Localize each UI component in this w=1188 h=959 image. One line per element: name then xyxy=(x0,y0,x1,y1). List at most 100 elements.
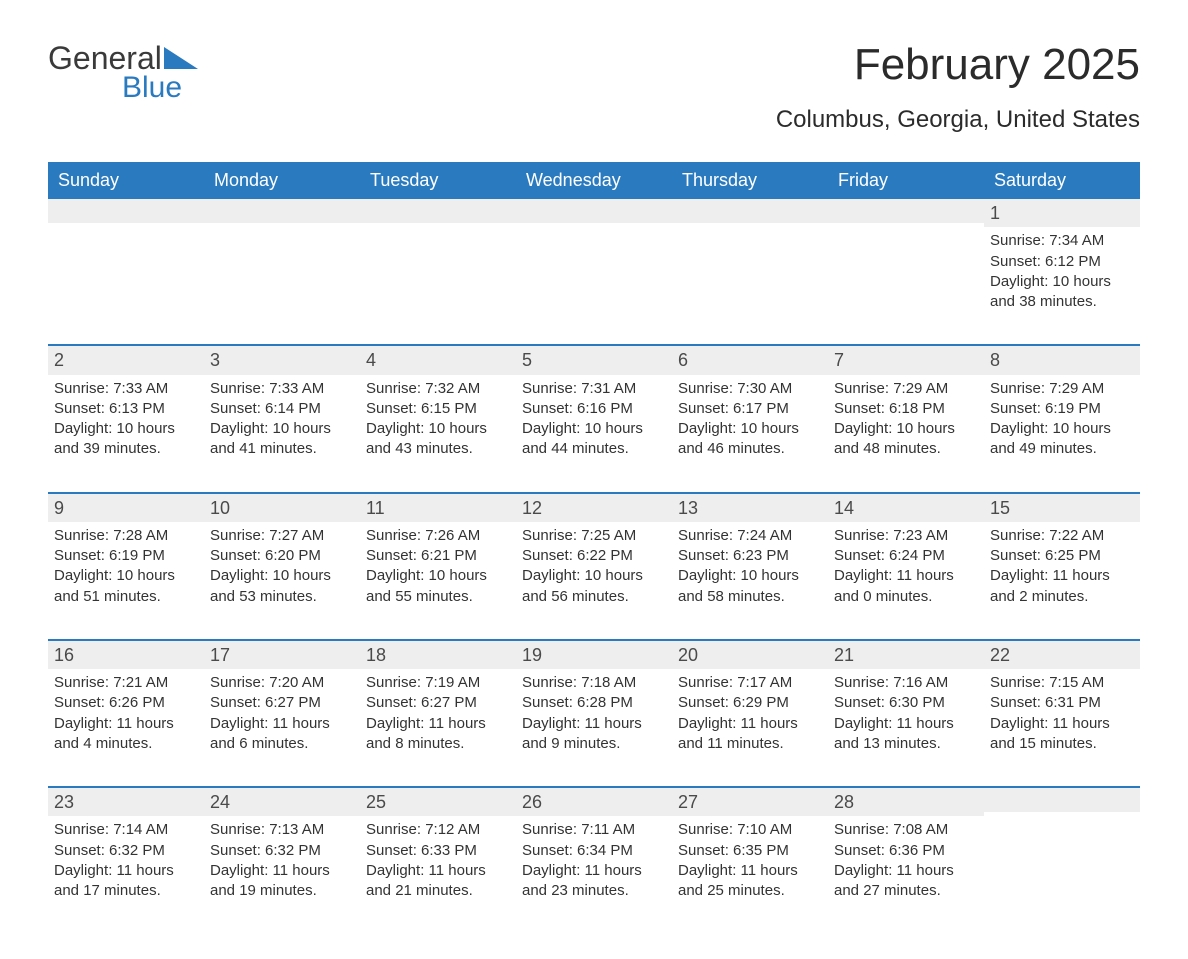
sunrise-text: Sunrise: 7:26 AM xyxy=(366,526,510,546)
day-number xyxy=(516,199,672,223)
day-number xyxy=(828,199,984,223)
day-number: 4 xyxy=(360,346,516,374)
calendar-day xyxy=(48,199,204,330)
calendar-day: 10Sunrise: 7:27 AMSunset: 6:20 PMDayligh… xyxy=(204,494,360,625)
day-number xyxy=(984,788,1140,812)
calendar-day: 4Sunrise: 7:32 AMSunset: 6:15 PMDaylight… xyxy=(360,346,516,477)
calendar-day xyxy=(672,199,828,330)
sunset-text: Sunset: 6:33 PM xyxy=(366,841,510,861)
dayhead-monday: Monday xyxy=(204,162,360,199)
sunrise-text: Sunrise: 7:32 AM xyxy=(366,379,510,399)
sunset-text: Sunset: 6:35 PM xyxy=(678,841,822,861)
week-separator xyxy=(48,330,1140,344)
sunset-text: Sunset: 6:34 PM xyxy=(522,841,666,861)
daylight-text: Daylight: 11 hours and 27 minutes. xyxy=(834,861,978,902)
calendar-day: 15Sunrise: 7:22 AMSunset: 6:25 PMDayligh… xyxy=(984,494,1140,625)
sunset-text: Sunset: 6:27 PM xyxy=(366,693,510,713)
sunrise-text: Sunrise: 7:24 AM xyxy=(678,526,822,546)
day-number: 9 xyxy=(48,494,204,522)
day-number: 22 xyxy=(984,641,1140,669)
location-text: Columbus, Georgia, United States xyxy=(776,106,1140,134)
day-number: 3 xyxy=(204,346,360,374)
calendar-day: 14Sunrise: 7:23 AMSunset: 6:24 PMDayligh… xyxy=(828,494,984,625)
sunset-text: Sunset: 6:26 PM xyxy=(54,693,198,713)
sunrise-text: Sunrise: 7:11 AM xyxy=(522,820,666,840)
dayhead-thursday: Thursday xyxy=(672,162,828,199)
daylight-text: Daylight: 10 hours and 48 minutes. xyxy=(834,419,978,460)
calendar-day xyxy=(984,788,1140,919)
day-number xyxy=(672,199,828,223)
sunrise-text: Sunrise: 7:29 AM xyxy=(990,379,1134,399)
sunrise-text: Sunrise: 7:10 AM xyxy=(678,820,822,840)
sunrise-text: Sunrise: 7:28 AM xyxy=(54,526,198,546)
calendar-week: 2 Sunrise: 7:33 AMSunset: 6:13 PM Daylight… xyxy=(48,344,1140,477)
calendar-day: 19Sunrise: 7:18 AMSunset: 6:28 PMDayligh… xyxy=(516,641,672,772)
sunset-text: Sunset: 6:12 PM xyxy=(990,252,1134,272)
sunset-text: Sunset: 6:18 PM xyxy=(834,399,978,419)
daylight-text: Daylight: 11 hours and 0 minutes. xyxy=(834,566,978,607)
calendar-week: 16 Sunrise: 7:21 AMSunset: 6:26 PM Dayligh… xyxy=(48,639,1140,772)
calendar-day xyxy=(204,199,360,330)
daylight-text: Daylight: 10 hours and 43 minutes. xyxy=(366,419,510,460)
calendar-day: 20Sunrise: 7:17 AMSunset: 6:29 PMDayligh… xyxy=(672,641,828,772)
sunrise-text: Sunrise: 7:22 AM xyxy=(990,526,1134,546)
day-number: 27 xyxy=(672,788,828,816)
day-number: 1 xyxy=(984,199,1140,227)
sunrise-text: Sunrise: 7:14 AM xyxy=(54,820,198,840)
calendar-day: 22Sunrise: 7:15 AMSunset: 6:31 PMDayligh… xyxy=(984,641,1140,772)
calendar-day: 12Sunrise: 7:25 AMSunset: 6:22 PMDayligh… xyxy=(516,494,672,625)
daylight-text: Daylight: 11 hours and 6 minutes. xyxy=(210,714,354,755)
week-separator xyxy=(48,478,1140,492)
day-number: 2 xyxy=(48,346,204,374)
calendar-day: 3Sunrise: 7:33 AMSunset: 6:14 PMDaylight… xyxy=(204,346,360,477)
calendar-day: 8Sunrise: 7:29 AMSunset: 6:19 PMDaylight… xyxy=(984,346,1140,477)
calendar-day: 9 Sunrise: 7:28 AMSunset: 6:19 PMDaylight… xyxy=(48,494,204,625)
day-number: 7 xyxy=(828,346,984,374)
sunset-text: Sunset: 6:20 PM xyxy=(210,546,354,566)
calendar-day: 23Sunrise: 7:14 AMSunset: 6:32 PMDayligh… xyxy=(48,788,204,919)
day-number xyxy=(48,199,204,223)
logo-word-blue: Blue xyxy=(122,71,198,105)
day-number: 8 xyxy=(984,346,1140,374)
calendar-day: 28Sunrise: 7:08 AMSunset: 6:36 PMDayligh… xyxy=(828,788,984,919)
day-number: 23 xyxy=(48,788,204,816)
sunrise-text: Sunrise: 7:18 AM xyxy=(522,673,666,693)
sunrise-text: Sunrise: 7:27 AM xyxy=(210,526,354,546)
dayhead-saturday: Saturday xyxy=(984,162,1140,199)
day-number: 20 xyxy=(672,641,828,669)
sunrise-text: Sunrise: 7:21 AM xyxy=(54,673,198,693)
day-number xyxy=(204,199,360,223)
daylight-text: Daylight: 11 hours and 8 minutes. xyxy=(366,714,510,755)
calendar-week: 1Sunrise: 7:34 AMSunset: 6:12 PMDaylight… xyxy=(48,199,1140,330)
daylight-text: Daylight: 11 hours and 2 minutes. xyxy=(990,566,1134,607)
day-number: 17 xyxy=(204,641,360,669)
day-number: 16 xyxy=(48,641,204,669)
sunset-text: Sunset: 6:32 PM xyxy=(54,841,198,861)
calendar-day: 21Sunrise: 7:16 AMSunset: 6:30 PMDayligh… xyxy=(828,641,984,772)
calendar-day: 26Sunrise: 7:11 AMSunset: 6:34 PMDayligh… xyxy=(516,788,672,919)
dayhead-tuesday: Tuesday xyxy=(360,162,516,199)
day-number: 25 xyxy=(360,788,516,816)
sunset-text: Sunset: 6:19 PM xyxy=(54,546,198,566)
daylight-text: Daylight: 11 hours and 9 minutes. xyxy=(522,714,666,755)
day-number: 14 xyxy=(828,494,984,522)
calendar-day xyxy=(360,199,516,330)
calendar-day: 1Sunrise: 7:34 AMSunset: 6:12 PMDaylight… xyxy=(984,199,1140,330)
sunrise-text: Sunrise: 7:17 AM xyxy=(678,673,822,693)
day-number: 28 xyxy=(828,788,984,816)
sunrise-text: Sunrise: 7:20 AM xyxy=(210,673,354,693)
day-number xyxy=(360,199,516,223)
daylight-text: Daylight: 10 hours and 41 minutes. xyxy=(210,419,354,460)
month-title: February 2025 xyxy=(776,40,1140,90)
sunrise-text: Sunrise: 7:33 AM xyxy=(54,379,198,399)
day-number: 24 xyxy=(204,788,360,816)
sunset-text: Sunset: 6:23 PM xyxy=(678,546,822,566)
title-block: February 2025 Columbus, Georgia, United … xyxy=(776,40,1140,134)
sunset-text: Sunset: 6:22 PM xyxy=(522,546,666,566)
daylight-text: Daylight: 10 hours and 51 minutes. xyxy=(54,566,198,607)
calendar-day: 5Sunrise: 7:31 AMSunset: 6:16 PMDaylight… xyxy=(516,346,672,477)
sunrise-text: Sunrise: 7:15 AM xyxy=(990,673,1134,693)
sunset-text: Sunset: 6:24 PM xyxy=(834,546,978,566)
sunset-text: Sunset: 6:13 PM xyxy=(54,399,198,419)
dayhead-wednesday: Wednesday xyxy=(516,162,672,199)
